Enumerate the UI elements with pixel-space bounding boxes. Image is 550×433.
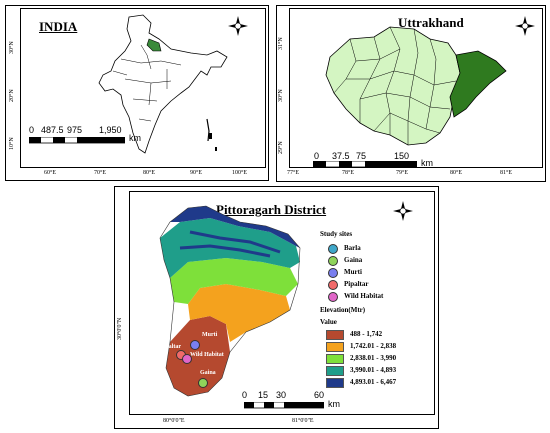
india-panel-outer xyxy=(5,5,269,181)
india-lat-10: 10°N xyxy=(9,137,15,150)
india-lon-70: 70°E xyxy=(94,170,107,176)
pittoragarh-scale-3: 60 xyxy=(314,390,325,400)
legend-label-barla: Barla xyxy=(344,244,361,252)
uttrakhand-title: Uttrakhand xyxy=(398,15,464,30)
legend-label-gaina: Gaina xyxy=(344,256,363,264)
legend-label-pipaltar: Pipaltar xyxy=(344,280,369,288)
pittoragarh-scale-bar xyxy=(244,402,324,409)
uttrakhand-compass xyxy=(514,15,536,37)
map-label-murti: Murti xyxy=(202,332,218,338)
uttrakhand-panel-outer xyxy=(276,5,546,182)
uttrakhand-lat-31: 31°N xyxy=(278,37,284,50)
map-label-gaina: Gaina xyxy=(200,370,216,376)
india-lat-20: 20°N xyxy=(9,89,15,102)
legend-label-elev-5: 4,893.01 - 6,467 xyxy=(350,378,397,386)
pittoragarh-scale-1: 15 xyxy=(258,390,269,400)
uttrakhand-scale-0: 0 xyxy=(314,151,320,161)
pittoragarh-lon-81: 81°0'0"E xyxy=(292,418,314,424)
uttrakhand-lon-80: 80°E xyxy=(450,170,463,176)
legend-swatch-elev-4 xyxy=(326,366,344,376)
pittoragarh-scale-0: 0 xyxy=(242,390,248,400)
map-label-wild-habitat: Wild Habitat xyxy=(190,352,224,358)
site-marker-wild-habitat[interactable] xyxy=(182,354,192,364)
india-map-frame: INDIA 0 487.5 975 1,950 km xyxy=(20,8,266,168)
legend-value-label: Value xyxy=(320,318,337,326)
india-lat-30: 30°N xyxy=(9,41,15,54)
uttrakhand-scale-unit: km xyxy=(421,158,433,168)
uttrakhand-lon-81: 81°E xyxy=(500,170,513,176)
uttrakhand-map-frame: Uttrakhand 0 37.5 75 150 xyxy=(289,8,543,168)
india-outline xyxy=(98,14,228,154)
india-lon-90: 90°E xyxy=(190,170,203,176)
map-label-pipaltar: Pipaltar xyxy=(160,344,181,350)
india-scale-unit: km xyxy=(129,133,141,143)
site-marker-murti[interactable] xyxy=(190,340,200,350)
pittoragarh-compass xyxy=(392,200,414,222)
compass-rose-icon xyxy=(393,201,413,221)
pittoragarh-title: Pittoragarh District xyxy=(216,202,327,217)
uttrakhand-scale-bar xyxy=(313,161,417,168)
uttrakhand-districts xyxy=(325,26,507,146)
uttrakhand-lon-77: 77°E xyxy=(287,170,300,176)
legend-sites-title: Study sites xyxy=(320,230,353,238)
legend-swatch-pipaltar xyxy=(328,280,338,290)
uttrakhand-lat-29: 29°N xyxy=(278,141,284,154)
legend-swatch-elev-2 xyxy=(326,342,344,352)
legend-swatch-elev-3 xyxy=(326,354,344,364)
legend-label-elev-4: 3,990.01 - 4,893 xyxy=(350,366,397,374)
legend-swatch-wild-habitat xyxy=(328,292,338,302)
india-title: INDIA xyxy=(39,19,78,34)
pittoragarh-scale-2: 30 xyxy=(276,390,287,400)
pittoragarh-elevation-map xyxy=(159,205,301,397)
india-lon-100: 100°E xyxy=(232,170,248,176)
pittoragarh-map-frame: Pittoragarh District Murti Pipaltar Wild… xyxy=(129,191,435,415)
legend-swatch-gaina xyxy=(328,256,338,266)
compass-rose-icon xyxy=(228,16,248,36)
legend-label-elev-2: 1,742.01 - 2,838 xyxy=(350,342,397,350)
uttrakhand-lon-79: 79°E xyxy=(396,170,409,176)
compass-rose-icon xyxy=(515,16,535,36)
india-scale-2: 975 xyxy=(67,125,83,135)
legend-label-elev-1: 488 - 1,742 xyxy=(350,330,383,338)
uttrakhand-scale-3: 150 xyxy=(394,151,410,161)
pittoragarh-scale-unit: km xyxy=(328,399,340,409)
uttrakhand-scale-2: 75 xyxy=(356,151,367,161)
pittoragarh-lat-30: 30°0'0"N xyxy=(117,317,123,340)
legend-elevation-title: Elevation(Mtr) xyxy=(320,306,366,314)
legend-label-murti: Murti xyxy=(344,268,362,276)
legend-swatch-murti xyxy=(328,268,338,278)
india-lon-80: 80°E xyxy=(143,170,156,176)
legend-swatch-elev-1 xyxy=(326,330,344,340)
india-lon-60: 60°E xyxy=(44,170,57,176)
india-scale-bar xyxy=(29,137,125,144)
uttrakhand-lon-78: 78°E xyxy=(342,170,355,176)
legend-label-elev-3: 2,838.01 - 3,990 xyxy=(350,354,397,362)
india-compass xyxy=(227,15,249,37)
india-scale-3: 1,950 xyxy=(99,125,122,135)
india-scale-0: 0 xyxy=(29,125,35,135)
legend-label-wild-habitat: Wild Habitat xyxy=(344,292,384,300)
pittoragarh-panel-outer xyxy=(114,186,439,429)
uttrakhand-scale-1: 37.5 xyxy=(332,151,350,161)
uttrakhand-lat-30: 30°N xyxy=(278,89,284,102)
pittoragarh-lon-80: 80°0'0"E xyxy=(163,418,185,424)
india-scale-1: 487.5 xyxy=(41,125,64,135)
legend-swatch-elev-5 xyxy=(326,378,344,388)
legend-swatch-barla xyxy=(328,244,338,254)
site-marker-gaina[interactable] xyxy=(198,378,208,388)
